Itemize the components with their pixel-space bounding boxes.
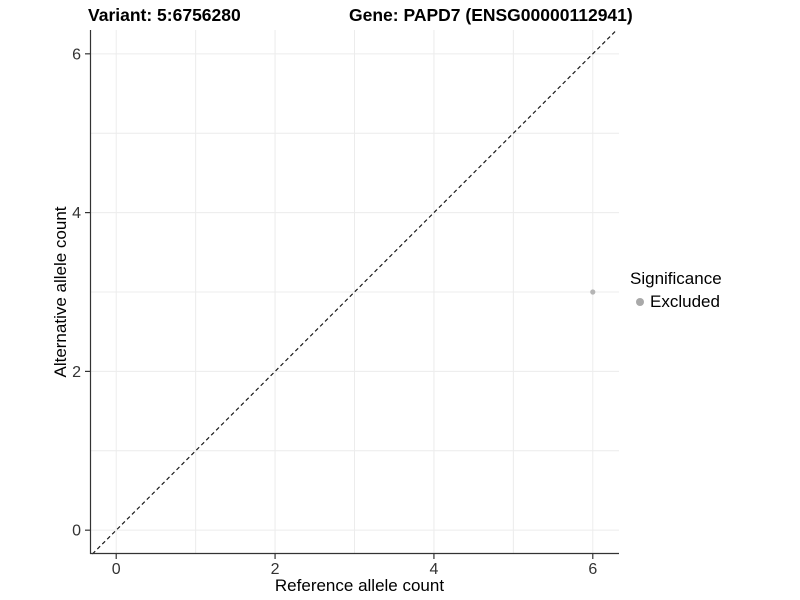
legend-item-label: Excluded [650,292,720,311]
identity-line [91,29,618,555]
y-tick-label: 4 [72,205,81,222]
gene-title: Gene: PAPD7 (ENSG00000112941) [349,5,633,25]
y-tick-label: 0 [72,523,81,540]
legend-point-icon [636,298,644,306]
x-tick-label: 0 [112,561,121,578]
legend-title: Significance [630,269,722,288]
y-tick-label: 6 [72,46,81,63]
x-axis-title: Reference allele count [274,576,445,595]
data-point [590,289,596,295]
legend: Significance Excluded [630,269,722,312]
x-tick-label: 4 [429,561,438,578]
variant-title: Variant: 5:6756280 [88,5,241,25]
y-tick-label: 2 [72,364,81,381]
legend-item-excluded: Excluded [630,292,722,312]
y-axis-title: Alternative allele count [51,206,70,378]
x-tick-label: 2 [271,561,280,578]
x-tick-label: 6 [588,561,597,578]
